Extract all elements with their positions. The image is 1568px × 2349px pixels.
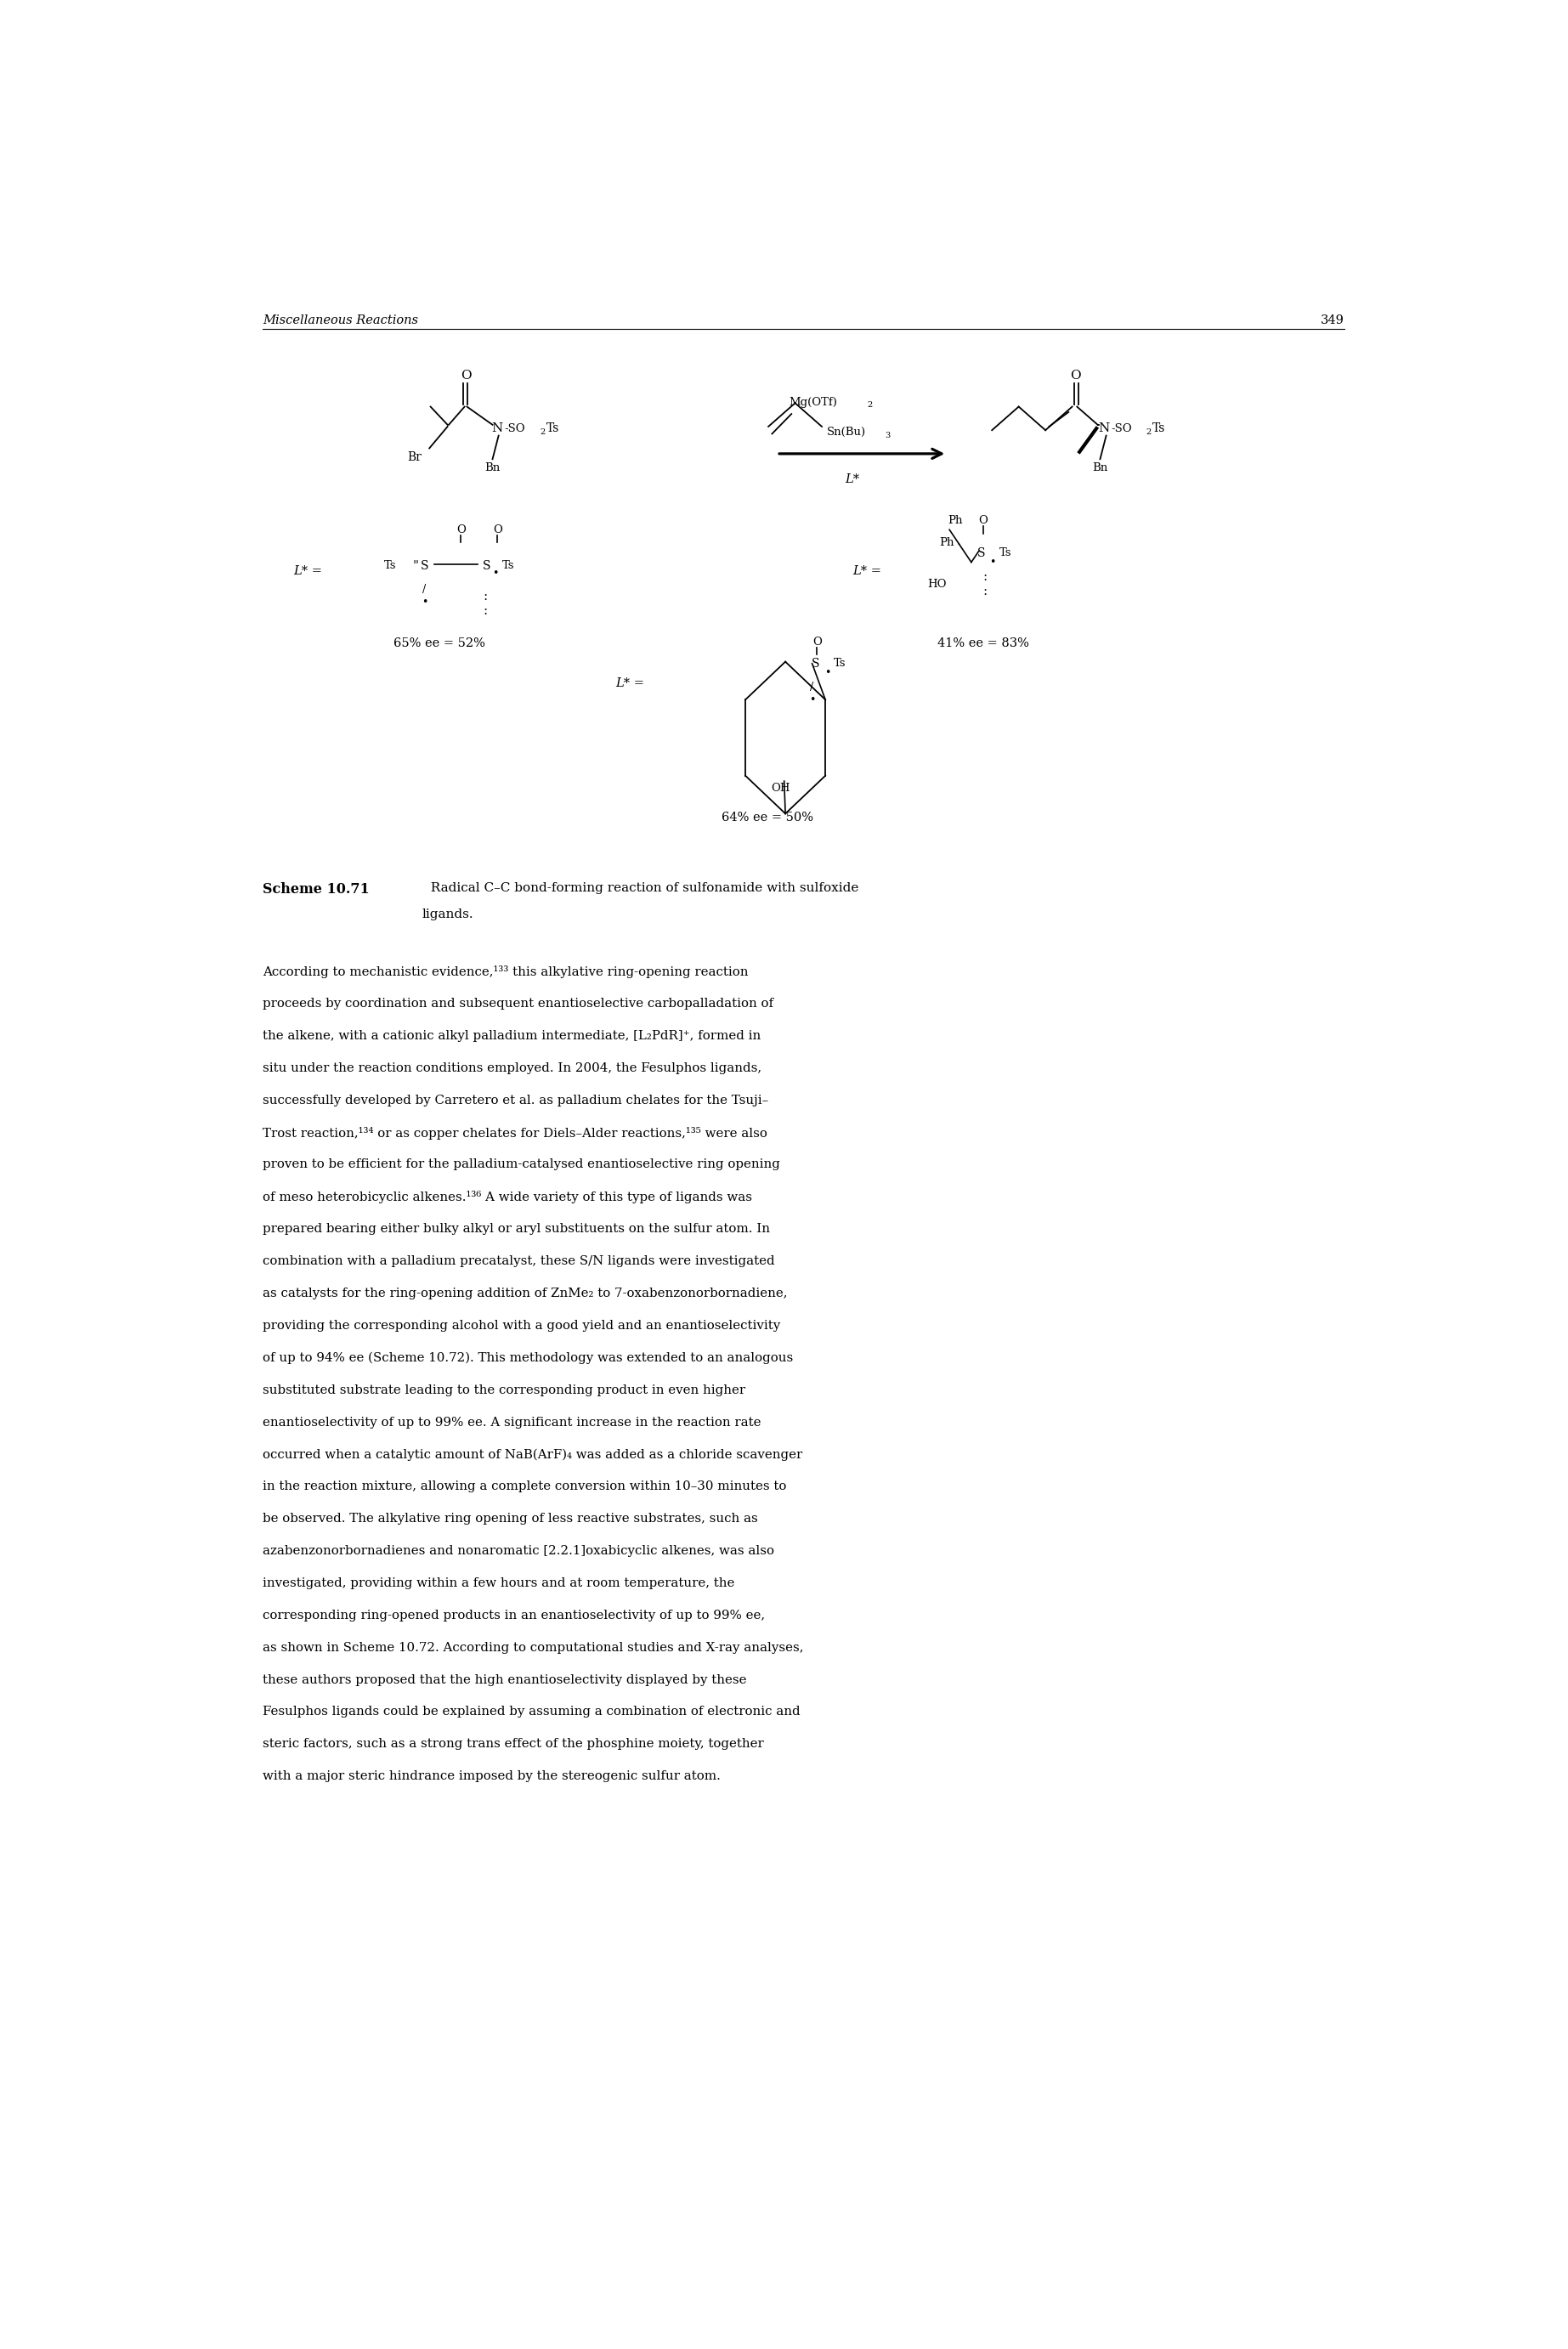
- Text: the alkene, with a cationic alkyl palladium intermediate, [L₂PdR]⁺, formed in: the alkene, with a cationic alkyl pallad…: [263, 1029, 760, 1043]
- Text: L* =: L* =: [853, 566, 881, 578]
- Text: enantioselectivity of up to 99% ee. A significant increase in the reaction rate: enantioselectivity of up to 99% ee. A si…: [263, 1416, 762, 1428]
- Text: Bn: Bn: [485, 463, 500, 474]
- Text: L* =: L* =: [615, 677, 644, 688]
- Text: S: S: [483, 559, 491, 571]
- Text: Radical C–C bond-forming reaction of sulfonamide with sulfoxide: Radical C–C bond-forming reaction of sul…: [422, 883, 858, 895]
- Text: Ts: Ts: [384, 561, 397, 571]
- Text: •: •: [422, 597, 428, 608]
- Text: corresponding ring-opened products in an enantioselectivity of up to 99% ee,: corresponding ring-opened products in an…: [263, 1609, 765, 1621]
- Text: ligands.: ligands.: [422, 909, 474, 921]
- Text: N: N: [492, 423, 503, 435]
- Text: 65% ee = 52%: 65% ee = 52%: [394, 637, 485, 651]
- Text: combination with a palladium precatalyst, these S/N ligands were investigated: combination with a palladium precatalyst…: [263, 1254, 775, 1266]
- Text: OH: OH: [771, 782, 790, 794]
- Text: Ts: Ts: [999, 547, 1011, 559]
- Text: •: •: [825, 667, 831, 679]
- Text: Scheme 10.71: Scheme 10.71: [263, 883, 370, 897]
- Text: O: O: [492, 524, 502, 536]
- Text: successfully developed by Carretero et al. as palladium chelates for the Tsuji–: successfully developed by Carretero et a…: [263, 1095, 768, 1106]
- Text: be observed. The alkylative ring opening of less reactive substrates, such as: be observed. The alkylative ring opening…: [263, 1513, 757, 1525]
- Text: Br: Br: [408, 451, 422, 463]
- Text: S: S: [977, 547, 985, 559]
- Text: 2: 2: [867, 402, 872, 409]
- Text: Ts: Ts: [546, 423, 560, 435]
- Text: investigated, providing within a few hours and at room temperature, the: investigated, providing within a few hou…: [263, 1576, 735, 1590]
- Text: L*: L*: [845, 472, 859, 484]
- Text: :: :: [983, 585, 986, 597]
- Text: Bn: Bn: [1093, 463, 1109, 474]
- Text: Ts: Ts: [1152, 423, 1165, 435]
- Text: L* =: L* =: [293, 566, 321, 578]
- Text: •: •: [492, 568, 499, 578]
- Text: 349: 349: [1320, 315, 1344, 327]
- Text: •: •: [989, 557, 996, 568]
- Text: Ph: Ph: [939, 538, 955, 547]
- Text: Mg(OTf): Mg(OTf): [789, 397, 837, 409]
- Text: proceeds by coordination and subsequent enantioselective carbopalladation of: proceeds by coordination and subsequent …: [263, 998, 773, 1010]
- Text: O: O: [1071, 371, 1082, 383]
- Text: -SO: -SO: [505, 423, 525, 435]
- Text: situ under the reaction conditions employed. In 2004, the Fesulphos ligands,: situ under the reaction conditions emplo…: [263, 1062, 762, 1073]
- Text: 3: 3: [884, 432, 891, 439]
- Text: with a major steric hindrance imposed by the stereogenic sulfur atom.: with a major steric hindrance imposed by…: [263, 1771, 721, 1783]
- Text: Ts: Ts: [834, 658, 847, 669]
- Text: :: :: [483, 590, 488, 604]
- Text: /: /: [423, 585, 426, 594]
- Text: 64% ee = 50%: 64% ee = 50%: [721, 810, 814, 822]
- Text: /: /: [811, 681, 814, 693]
- Text: occurred when a catalytic amount of NaB(ArF)₄ was added as a chloride scavenger: occurred when a catalytic amount of NaB(…: [263, 1449, 803, 1461]
- Text: prepared bearing either bulky alkyl or aryl substituents on the sulfur atom. In: prepared bearing either bulky alkyl or a…: [263, 1224, 770, 1236]
- Text: as shown in Scheme 10.72. According to computational studies and X-ray analyses,: as shown in Scheme 10.72. According to c…: [263, 1642, 804, 1654]
- Text: O: O: [456, 524, 466, 536]
- Text: in the reaction mixture, allowing a complete conversion within 10–30 minutes to: in the reaction mixture, allowing a comp…: [263, 1480, 787, 1492]
- Text: S: S: [812, 658, 820, 669]
- Text: Ts: Ts: [502, 561, 514, 571]
- Text: proven to be efficient for the palladium-catalysed enantioselective ring opening: proven to be efficient for the palladium…: [263, 1158, 781, 1170]
- Text: According to mechanistic evidence,¹³³ this alkylative ring-opening reaction: According to mechanistic evidence,¹³³ th…: [263, 965, 748, 977]
- Text: substituted substrate leading to the corresponding product in even higher: substituted substrate leading to the cor…: [263, 1384, 746, 1395]
- Text: Sn(Bu): Sn(Bu): [826, 428, 866, 437]
- Text: ": ": [412, 559, 419, 571]
- Text: HO: HO: [928, 578, 947, 590]
- Text: •: •: [809, 695, 815, 705]
- Text: as catalysts for the ring-opening addition of ZnMe₂ to 7-oxabenzonorbornadiene,: as catalysts for the ring-opening additi…: [263, 1287, 787, 1299]
- Text: :: :: [483, 606, 488, 618]
- Text: Miscellaneous Reactions: Miscellaneous Reactions: [263, 315, 419, 327]
- Text: S: S: [420, 559, 430, 571]
- Text: 41% ee = 83%: 41% ee = 83%: [938, 637, 1029, 651]
- Text: O: O: [812, 637, 822, 648]
- Text: O: O: [461, 371, 470, 383]
- Text: steric factors, such as a strong trans effect of the phosphine moiety, together: steric factors, such as a strong trans e…: [263, 1738, 764, 1750]
- Text: of up to 94% ee (Scheme 10.72). This methodology was extended to an analogous: of up to 94% ee (Scheme 10.72). This met…: [263, 1353, 793, 1365]
- Text: of meso heterobicyclic alkenes.¹³⁶ A wide variety of this type of ligands was: of meso heterobicyclic alkenes.¹³⁶ A wid…: [263, 1191, 753, 1203]
- Text: providing the corresponding alcohol with a good yield and an enantioselectivity: providing the corresponding alcohol with…: [263, 1320, 781, 1332]
- Text: O: O: [978, 514, 988, 526]
- Text: Fesulphos ligands could be explained by assuming a combination of electronic and: Fesulphos ligands could be explained by …: [263, 1705, 801, 1717]
- Text: 2: 2: [1146, 428, 1151, 435]
- Text: :: :: [983, 571, 986, 583]
- Text: 2: 2: [539, 428, 546, 435]
- Text: Ph: Ph: [949, 514, 963, 526]
- Text: Trost reaction,¹³⁴ or as copper chelates for Diels–Alder reactions,¹³⁵ were also: Trost reaction,¹³⁴ or as copper chelates…: [263, 1128, 768, 1139]
- Text: these authors proposed that the high enantioselectivity displayed by these: these authors proposed that the high ena…: [263, 1675, 746, 1687]
- Text: azabenzonorbornadienes and nonaromatic [2.2.1]oxabicyclic alkenes, was also: azabenzonorbornadienes and nonaromatic […: [263, 1546, 775, 1557]
- Text: N: N: [1098, 423, 1110, 435]
- Text: -SO: -SO: [1112, 423, 1132, 435]
